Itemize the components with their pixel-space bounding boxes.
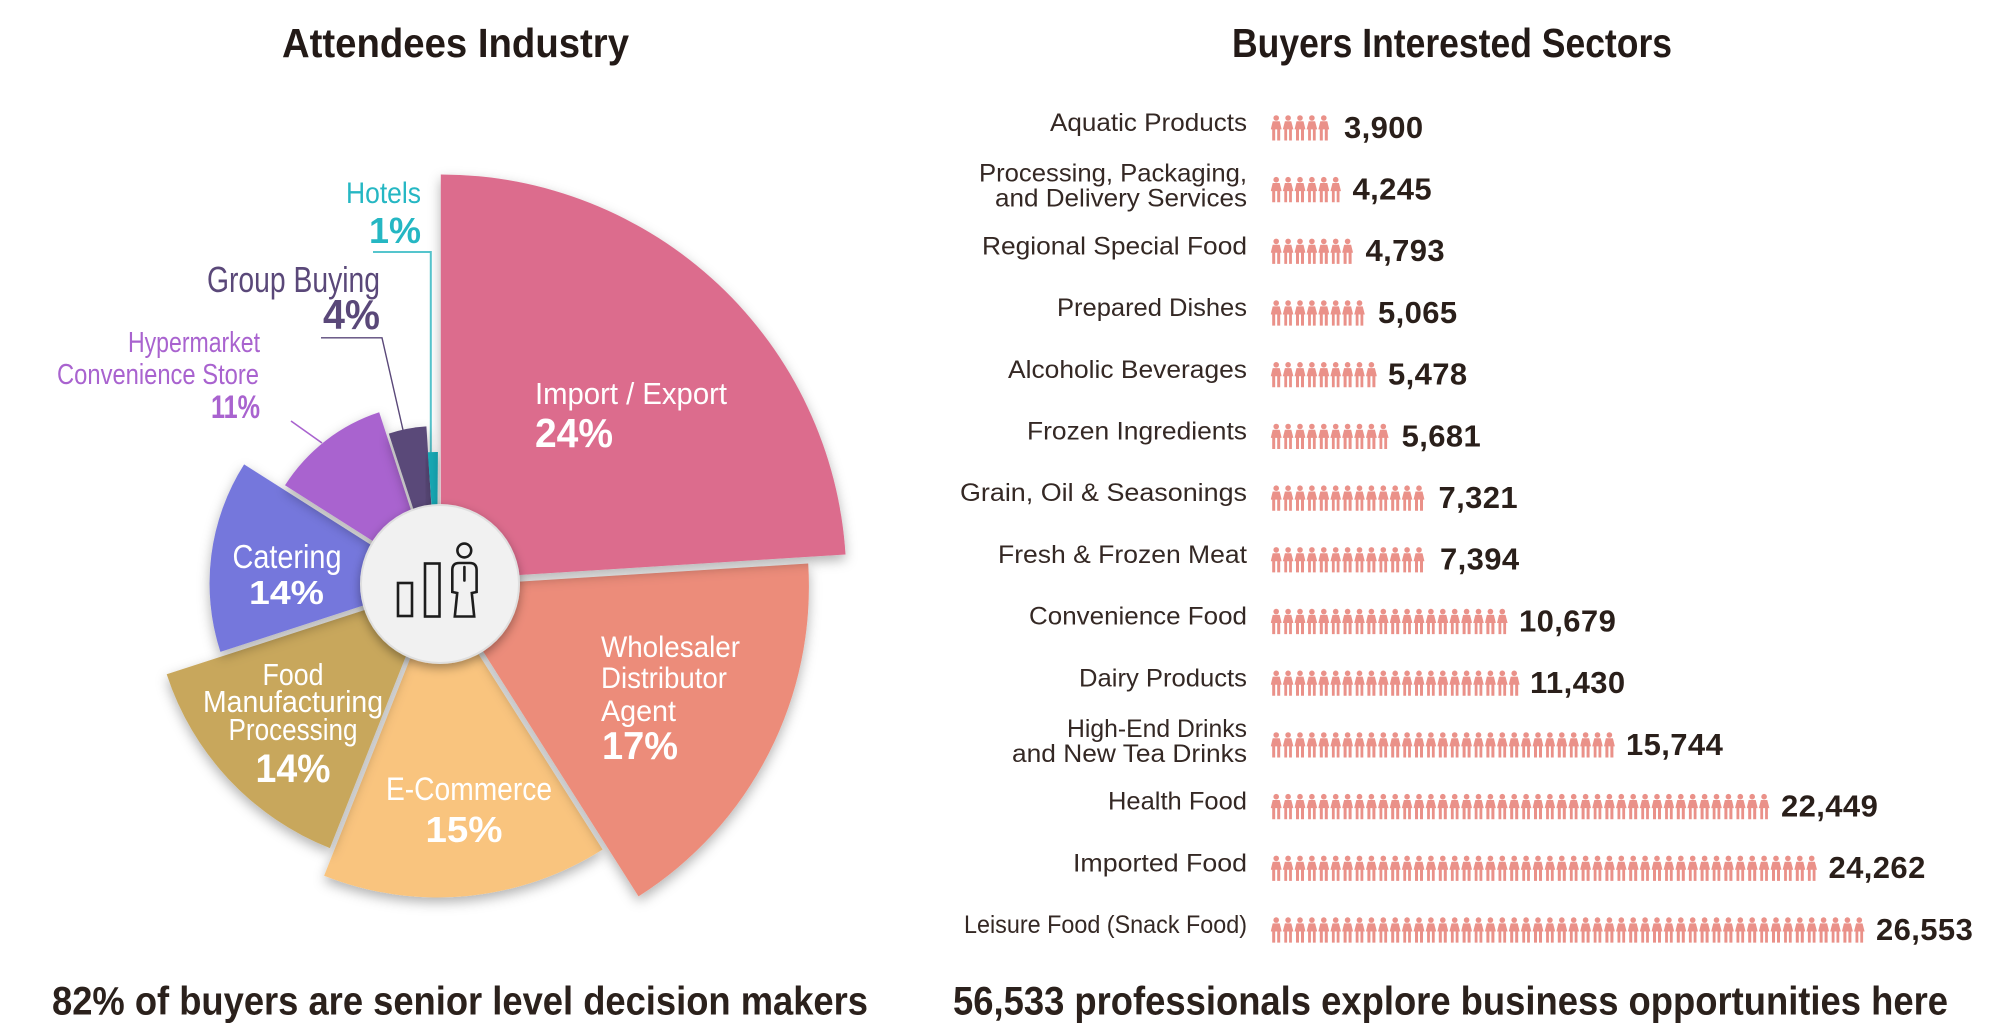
svg-text:High-End Drinks: High-End Drinks — [1067, 715, 1247, 743]
svg-text:4,245: 4,245 — [1353, 172, 1433, 207]
svg-text:Imported Food: Imported Food — [1073, 849, 1247, 877]
svg-text:Health Food: Health Food — [1108, 788, 1247, 816]
svg-text:Regional Special Food: Regional Special Food — [982, 232, 1247, 260]
svg-text:Agent: Agent — [601, 695, 677, 728]
svg-text:Convenience Store: Convenience Store — [57, 359, 259, 391]
svg-text:Alcoholic Beverages: Alcoholic Beverages — [1008, 356, 1247, 384]
svg-text:Aquatic Products: Aquatic Products — [1050, 109, 1247, 137]
svg-text:Hotels: Hotels — [346, 177, 421, 210]
svg-text:7,321: 7,321 — [1439, 480, 1519, 515]
svg-text:56,533 professionals explore b: 56,533 professionals explore business op… — [953, 980, 1948, 1024]
svg-text:7,394: 7,394 — [1440, 542, 1520, 577]
svg-text:Processing, Packaging,: Processing, Packaging, — [979, 160, 1247, 188]
svg-text:11%: 11% — [211, 389, 260, 425]
svg-text:Dairy Products: Dairy Products — [1079, 664, 1247, 692]
svg-text:Import / Export: Import / Export — [535, 376, 727, 411]
svg-text:82% of buyers are senior level: 82% of buyers are senior level decision … — [52, 980, 868, 1024]
svg-text:Wholesaler: Wholesaler — [601, 631, 740, 664]
svg-text:E-Commerce: E-Commerce — [386, 771, 552, 807]
svg-text:Prepared Dishes: Prepared Dishes — [1057, 294, 1247, 322]
svg-text:Group Buying: Group Buying — [207, 259, 380, 300]
svg-text:1%: 1% — [369, 210, 421, 251]
svg-text:14%: 14% — [249, 574, 324, 611]
svg-text:4%: 4% — [323, 291, 380, 338]
svg-text:Convenience Food: Convenience Food — [1029, 603, 1247, 631]
svg-text:Leisure Food (Snack Food): Leisure Food (Snack Food) — [964, 911, 1247, 939]
svg-text:Manufacturing: Manufacturing — [203, 684, 383, 719]
svg-text:5,478: 5,478 — [1388, 357, 1468, 392]
svg-text:Catering: Catering — [233, 539, 342, 576]
svg-text:Grain, Oil & Seasonings: Grain, Oil & Seasonings — [960, 479, 1247, 507]
svg-text:Hypermarket: Hypermarket — [128, 327, 260, 359]
svg-text:Buyers Interested Sectors: Buyers Interested Sectors — [1232, 20, 1672, 66]
svg-text:Attendees Industry: Attendees Industry — [282, 20, 629, 66]
svg-text:24%: 24% — [535, 410, 613, 456]
svg-text:22,449: 22,449 — [1781, 789, 1878, 824]
svg-text:Fresh & Frozen Meat: Fresh & Frozen Meat — [998, 541, 1247, 569]
svg-text:11,430: 11,430 — [1530, 665, 1626, 700]
svg-text:4,793: 4,793 — [1366, 233, 1446, 268]
svg-text:5,681: 5,681 — [1402, 418, 1482, 453]
svg-text:15,744: 15,744 — [1626, 727, 1724, 762]
svg-text:and Delivery Services: and Delivery Services — [995, 185, 1247, 213]
svg-text:and New Tea Drinks: and New Tea Drinks — [1012, 740, 1247, 768]
svg-text:15%: 15% — [426, 809, 503, 850]
svg-text:3,900: 3,900 — [1344, 110, 1424, 145]
svg-text:14%: 14% — [256, 747, 331, 791]
svg-text:Food: Food — [263, 657, 324, 692]
svg-text:5,065: 5,065 — [1378, 295, 1458, 330]
svg-text:17%: 17% — [602, 725, 678, 768]
svg-text:26,553: 26,553 — [1876, 912, 1973, 947]
svg-text:24,262: 24,262 — [1829, 850, 1926, 885]
svg-text:Distributor: Distributor — [601, 662, 727, 695]
svg-text:Processing: Processing — [229, 712, 358, 747]
svg-text:10,679: 10,679 — [1519, 603, 1616, 638]
svg-text:Frozen Ingredients: Frozen Ingredients — [1027, 418, 1247, 446]
